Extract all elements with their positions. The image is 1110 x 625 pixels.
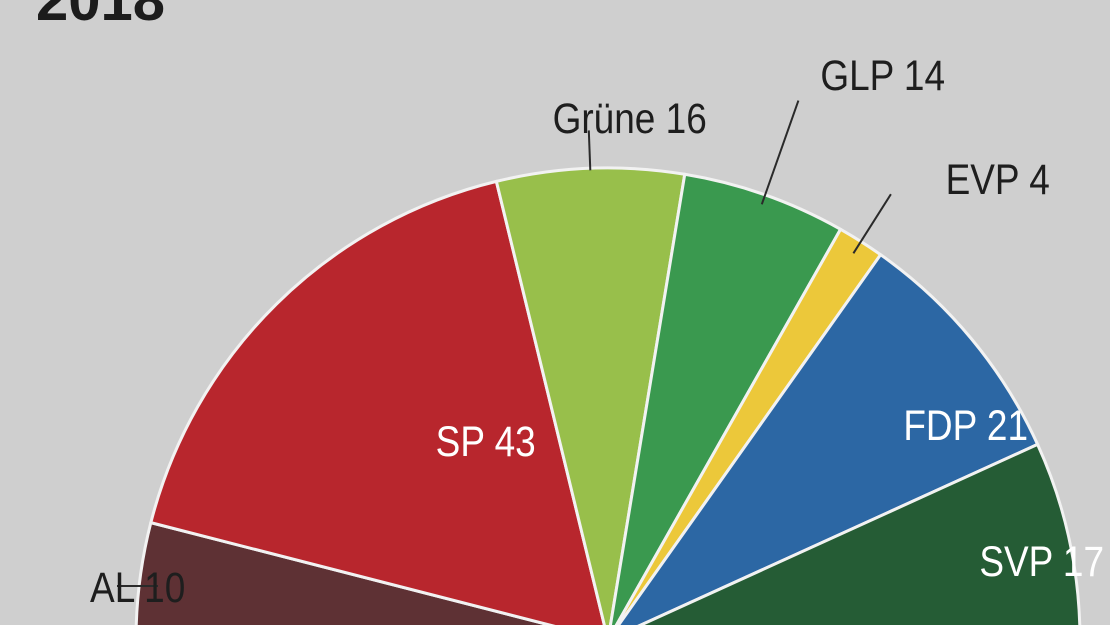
slice-fdp <box>616 253 1040 625</box>
leader-line-glp <box>760 100 800 205</box>
leader-line-evp <box>852 193 892 254</box>
label-al: AL 10 <box>90 564 185 611</box>
label-glp: GLP 14 <box>820 52 945 99</box>
label-sp: SP 43 <box>436 418 536 465</box>
chart-title: 2018 <box>36 0 166 33</box>
leader-line-grune <box>587 130 592 171</box>
label-fdp: FDP 21 <box>903 402 1028 449</box>
slice-sp <box>149 179 606 625</box>
slice-svp <box>637 442 1082 625</box>
label-svp: SVP 17 <box>979 538 1104 585</box>
label-grune: Grüne 16 <box>553 95 707 142</box>
label-evp: EVP 4 <box>946 156 1050 203</box>
